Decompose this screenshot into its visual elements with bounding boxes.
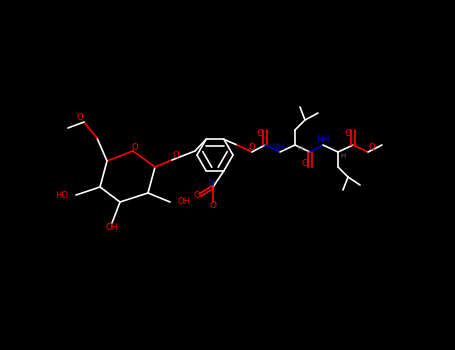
- Text: O: O: [257, 128, 263, 138]
- Text: O: O: [193, 190, 201, 199]
- Text: O: O: [369, 144, 375, 153]
- Text: O: O: [344, 128, 352, 138]
- Text: NH: NH: [271, 142, 285, 152]
- Text: OH: OH: [106, 224, 118, 232]
- Text: O: O: [209, 201, 217, 210]
- Text: O: O: [77, 113, 83, 122]
- Text: O: O: [249, 144, 255, 153]
- Text: H: H: [298, 146, 303, 152]
- Text: N: N: [207, 180, 213, 189]
- Text: H: H: [340, 153, 346, 159]
- Text: O: O: [302, 160, 308, 168]
- Text: O: O: [131, 142, 138, 152]
- Text: OH: OH: [178, 197, 191, 206]
- Text: NH: NH: [316, 135, 330, 145]
- Text: O: O: [173, 152, 179, 161]
- Text: HO: HO: [55, 190, 68, 199]
